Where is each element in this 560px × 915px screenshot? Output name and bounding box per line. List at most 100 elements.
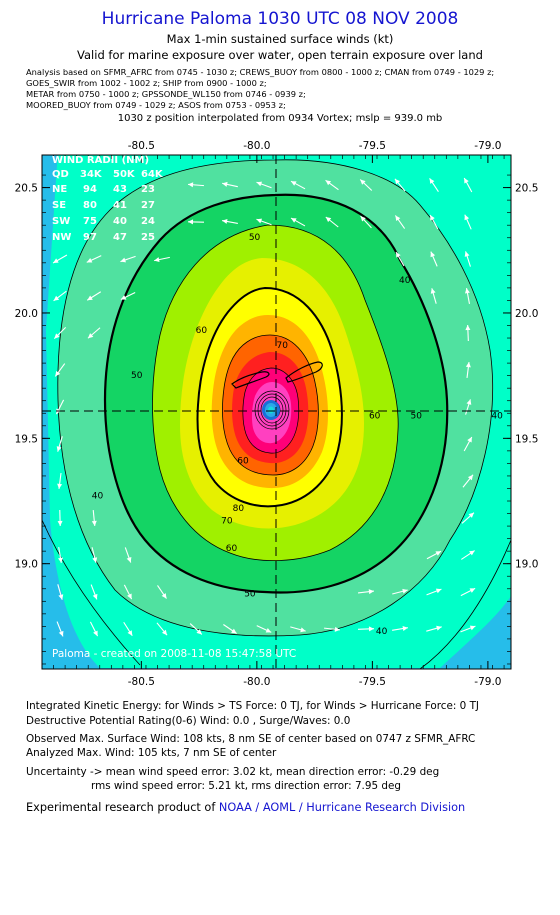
wind-arrow-head [53,258,59,263]
contour-lines [42,159,511,669]
wind-arrow-head [464,288,470,294]
product-line: Experimental research product of NOAA / … [26,801,465,814]
wind-arrow-head [467,474,474,481]
wind-arrow-head [429,178,435,184]
product-prefix: Experimental research product of [26,801,219,814]
y-tick-label-right-0: 20.5 [515,183,538,195]
wind-arrow-head [91,520,97,526]
contour-label-9: 80 [233,504,245,514]
wind-arrow-head [154,257,160,263]
uncertainty-line-1: Uncertainty -> mean wind speed error: 3.… [26,766,440,778]
position-line: 1030 z position interpolated from 0934 V… [117,113,443,124]
wind-arrow-head [464,214,470,221]
wind-arrow-head [87,333,94,339]
y-tick-label-left-0: 20.5 [15,183,38,195]
chart-subtitle-2: Valid for marine exposure over water, op… [77,48,483,62]
wind-arrow-head [256,181,263,187]
wind-arrow-head [325,216,332,223]
wind-arrow-head [394,178,401,185]
wind-arrow-head [58,594,64,600]
wind-radii-r0-q: NE [52,184,67,195]
land-outline [231,361,323,389]
wind-arrow-head [469,625,476,631]
wind-arrow-head [430,288,436,294]
wind-arrow-head [56,446,62,452]
wind-radii-r2-34: 75 [83,216,97,227]
wind-radii-r1-50: 41 [113,200,127,211]
wind-arrow-head [368,589,374,595]
wind-arrow-head [464,251,470,257]
wind-arrow-head [92,593,98,600]
wind-radii-h1: 34K [80,169,103,180]
wind-radii-table: WIND RADII (NM) QD 34K 50K 64K NE 94 43 … [52,155,164,243]
y-tick-label-right-1: 20.0 [515,308,538,320]
wind-radii-r1-34: 80 [83,200,97,211]
y-tick-label-left-2: 19.5 [15,433,38,445]
product-org-link[interactable]: NOAA / AOML / Hurricane Research Divisio… [218,801,466,814]
x-tick-label-top-2: -79.5 [359,140,386,152]
wind-radii-r0-34: 94 [83,184,97,195]
wind-arrow-head [231,628,237,634]
plot-frame [41,154,512,670]
wind-arrow-head [430,251,436,258]
wind-radii-r3-64: 25 [141,232,155,243]
x-tick-label-top-1: -80.0 [243,140,270,152]
contour-label-5: 60 [369,411,381,421]
wind-radii-h2: 50K [113,169,136,180]
credit-line: Paloma - created on 2008-11-08 15:47:58 … [52,648,296,660]
wind-arrow-head [93,630,98,637]
wind-radii-r0-50: 43 [113,184,127,195]
y-tick-label-left-1: 20.0 [15,308,38,320]
wind-radii-r2-64: 24 [141,216,155,227]
wind-radii-r2-50: 40 [113,216,127,227]
wind-arrow-head [256,218,263,224]
analysis-line-3: METAR from 0750 - 1000 z; GPSSONDE_WL150… [26,89,306,99]
axis-ticks: -80.5 -80.5 -80.0 -80.0 -79.5 -79.5 -79.0 -79.0… [15,140,539,688]
wind-arrow-head [360,179,366,185]
wind-arrow-head [360,216,366,222]
wind-radii-h0: QD [52,169,69,180]
wind-arrow-head [466,399,472,405]
eye-core [268,406,274,414]
wind-arrow-head [300,627,306,633]
wind-arrow-head [396,252,401,258]
wind-radii-r1-q: SE [52,200,66,211]
wind-arrow-head [161,593,167,599]
contour-label-11: 60 [226,544,238,554]
contour-label-6: 50 [411,411,423,421]
x-tick-label-bottom-3: -79.0 [474,676,501,688]
analysis-line-4: MOORED_BUOY from 0749 - 1029 z; ASOS fro… [26,100,286,110]
wind-arrow-head [368,626,374,632]
wind-arrow-head [86,258,93,263]
wind-radii-r3-34: 97 [83,232,97,243]
wind-arrow-head [290,181,297,186]
contour-label-12: 40 [92,492,104,502]
wind-arrow-head [54,333,60,339]
wind-radii-r1-64: 27 [141,200,155,211]
wind-arrow-head [161,629,168,636]
wind-arrow-head [126,556,132,563]
wind-arrow-head [325,180,332,186]
contour-label-3: 70 [277,341,289,351]
wind-arrow-head [465,325,471,331]
wind-arrow-head [435,588,442,594]
wind-radii-h3: 64K [141,169,164,180]
wind-arrow-head [188,182,194,188]
x-tick-label-top-3: -79.0 [474,140,501,152]
uncertainty-line-2: rms wind speed error: 5.21 kt, rms direc… [91,780,401,792]
wind-arrow-head [58,630,64,637]
wind-arrow-head [402,626,408,631]
wind-arrow-head [468,512,474,518]
analysis-line-1: Analysis based on SFMR_AFRC from 0745 - … [26,67,495,77]
y-tick-label-right-3: 19.0 [515,559,538,571]
wind-arrow-head [402,588,408,594]
wind-arrow-head [467,436,472,443]
wind-arrow-head [53,295,60,301]
wind-arrow-head [291,218,297,223]
wind-arrow-head [58,557,63,563]
wind-arrow-head [464,177,469,184]
wind-arrow-head [265,627,272,633]
wind-arrow-head [469,550,475,556]
